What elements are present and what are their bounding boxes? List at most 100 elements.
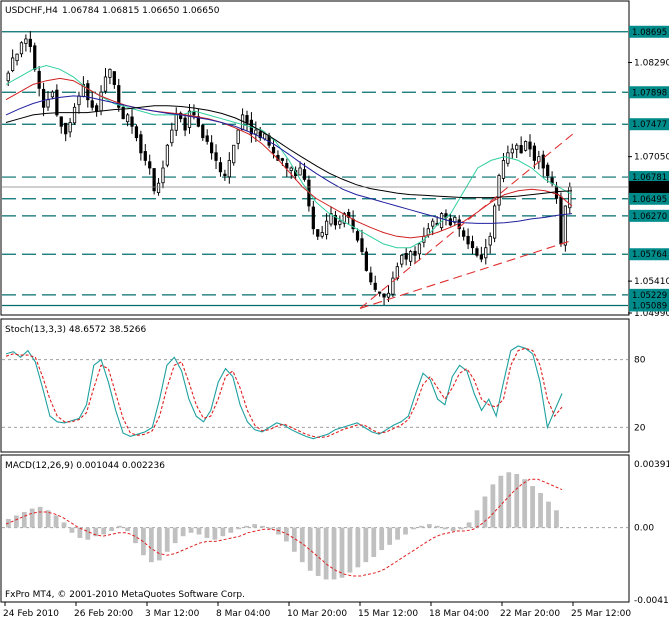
candle bbox=[254, 121, 258, 142]
candle-body bbox=[400, 254, 404, 265]
candle-body bbox=[338, 220, 342, 225]
candle bbox=[201, 124, 205, 141]
macd-histogram-bar bbox=[156, 527, 162, 561]
candle-body bbox=[205, 135, 209, 142]
candle-body bbox=[103, 76, 108, 92]
candle-body bbox=[55, 89, 59, 116]
candle-body bbox=[355, 231, 360, 241]
candle-body bbox=[324, 220, 329, 235]
candle-body bbox=[232, 144, 236, 164]
macd-histogram-bar bbox=[236, 527, 242, 530]
candle bbox=[152, 168, 156, 195]
candle bbox=[218, 157, 223, 177]
candle bbox=[223, 169, 227, 181]
macd-histogram-bar bbox=[339, 527, 345, 578]
candle bbox=[400, 254, 404, 268]
macd-histogram-bar bbox=[37, 506, 43, 528]
price-axis-label: 1.04990 bbox=[634, 309, 669, 319]
candle-body bbox=[210, 142, 214, 154]
candle bbox=[528, 134, 532, 158]
macd-histogram-bar bbox=[69, 527, 75, 533]
candle-body bbox=[364, 251, 368, 271]
candle-body bbox=[245, 115, 249, 123]
x-axis-label: 18 Mar 04:00 bbox=[429, 609, 489, 619]
level-tag-bg bbox=[629, 25, 669, 38]
price-panel-title: USDCHF,H4 bbox=[5, 6, 58, 16]
macd-histogram-bar bbox=[490, 484, 496, 528]
x-axis-label: 8 Mar 04:00 bbox=[216, 609, 271, 619]
macd-histogram-bar bbox=[117, 525, 122, 528]
trend-line-1 bbox=[359, 239, 574, 309]
macd-histogram-bar bbox=[148, 527, 154, 563]
macd-histogram-bar bbox=[371, 527, 377, 557]
x-axis-label: 3 Mar 12:00 bbox=[145, 609, 200, 619]
candle-body bbox=[285, 162, 289, 169]
candle-body bbox=[417, 243, 422, 255]
candle-body bbox=[316, 229, 320, 237]
stoch-main-line bbox=[5, 345, 563, 440]
level-tag-bg bbox=[629, 86, 669, 99]
candle-body bbox=[201, 124, 205, 139]
candle bbox=[333, 210, 338, 230]
candle bbox=[329, 206, 333, 227]
macd-histogram-bar bbox=[474, 510, 480, 528]
macd-histogram-bar bbox=[260, 525, 265, 528]
candle-body bbox=[479, 254, 483, 260]
price-ohlc-readout: 1.06784 1.06815 1.06650 1.06650 bbox=[62, 6, 220, 16]
macd-histogram-bar bbox=[212, 527, 218, 540]
candle-body bbox=[15, 53, 19, 62]
candle bbox=[187, 104, 192, 134]
candle bbox=[15, 53, 19, 66]
candle bbox=[360, 229, 364, 255]
candle bbox=[59, 116, 63, 134]
candle-body bbox=[453, 216, 457, 223]
candle-body bbox=[271, 146, 276, 154]
candle bbox=[404, 247, 408, 266]
candle bbox=[68, 117, 72, 138]
macd-histogram-bar bbox=[514, 474, 520, 528]
candle-body bbox=[33, 45, 37, 70]
macd-signal-line bbox=[5, 478, 563, 577]
candle-body bbox=[559, 196, 563, 245]
candle-body bbox=[360, 238, 364, 252]
level-tag-label: 1.06781 bbox=[632, 173, 667, 183]
candle-body bbox=[302, 169, 307, 180]
candle bbox=[355, 228, 360, 243]
candle bbox=[11, 49, 15, 73]
candle bbox=[55, 84, 59, 117]
candle-body bbox=[515, 144, 519, 150]
candle bbox=[532, 142, 537, 169]
level-tag-label: 1.06495 bbox=[632, 195, 667, 205]
price-axis-label: 1.07050 bbox=[634, 153, 669, 163]
level-tag-bg bbox=[629, 118, 669, 131]
candle bbox=[125, 112, 130, 127]
macd-histogram-bar bbox=[403, 527, 408, 535]
candle-body bbox=[152, 168, 156, 192]
candle bbox=[205, 129, 209, 145]
candle-body bbox=[391, 277, 395, 295]
macd-histogram-bar bbox=[61, 522, 67, 528]
level-tag-label: 1.08695 bbox=[632, 28, 667, 38]
candle-body bbox=[369, 272, 373, 283]
macd-histogram-bar bbox=[482, 496, 488, 528]
candle-body bbox=[501, 160, 506, 179]
macd-histogram-bar bbox=[196, 527, 202, 535]
candle bbox=[484, 238, 488, 265]
candle-body bbox=[431, 220, 435, 227]
macd-histogram-bar bbox=[53, 515, 59, 528]
candle bbox=[148, 154, 152, 175]
candle-body bbox=[298, 167, 302, 176]
candle-body bbox=[130, 116, 134, 127]
level-tag-bg bbox=[629, 192, 669, 205]
candle bbox=[523, 140, 528, 152]
stoch-level-label: 20 bbox=[634, 423, 646, 433]
level-tag-label: 1.05089 bbox=[632, 301, 667, 311]
candle-body bbox=[59, 116, 63, 127]
price-panel-frame bbox=[0, 0, 630, 316]
moving-average-line-2 bbox=[5, 95, 573, 224]
candle-body bbox=[413, 250, 417, 256]
macd-histogram-bar bbox=[85, 527, 91, 540]
macd-histogram-bar bbox=[522, 479, 528, 528]
candle-body bbox=[125, 114, 130, 123]
stoch-panel-frame bbox=[0, 318, 630, 453]
